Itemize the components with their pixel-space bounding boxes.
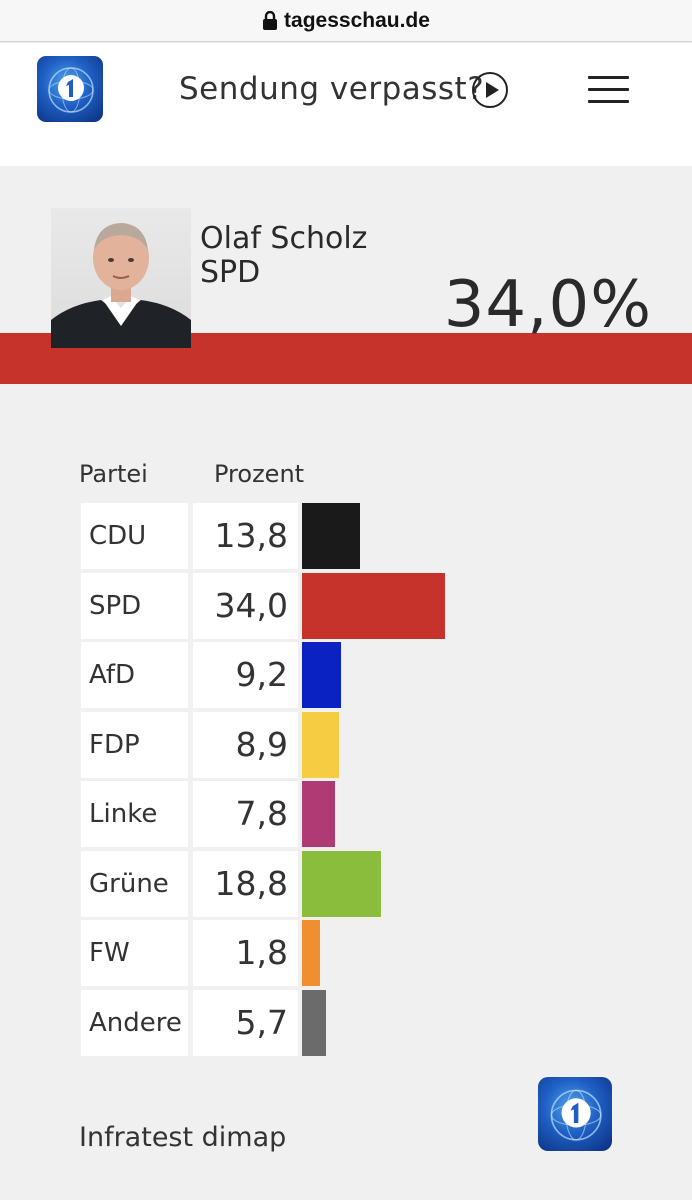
browser-url-bar[interactable]: tagesschau.de bbox=[0, 0, 692, 42]
table-row: SPD 34,0 bbox=[0, 572, 692, 639]
column-header-percent: Prozent bbox=[214, 460, 305, 488]
lock-icon bbox=[263, 10, 278, 30]
party-name: SPD bbox=[81, 572, 188, 639]
tagesschau-logo-icon[interactable] bbox=[37, 56, 103, 122]
party-bar bbox=[302, 711, 340, 778]
party-name: CDU bbox=[81, 503, 188, 569]
party-percent: 9,2 bbox=[193, 642, 298, 708]
party-bar bbox=[302, 781, 335, 847]
party-name: FW bbox=[81, 920, 188, 986]
table-row: FW 1,8 bbox=[0, 920, 692, 986]
table-row: Grüne 18,8 bbox=[0, 850, 692, 917]
party-percent: 7,8 bbox=[193, 781, 298, 847]
candidate-photo bbox=[51, 208, 191, 348]
party-percent: 1,8 bbox=[193, 920, 298, 986]
source-label: Infratest dimap bbox=[79, 1122, 287, 1153]
party-percent: 34,0 bbox=[193, 572, 298, 639]
play-icon[interactable] bbox=[472, 72, 508, 108]
party-bar bbox=[302, 572, 445, 639]
column-header-party: Partei bbox=[79, 460, 148, 488]
tagesschau-logo-icon bbox=[538, 1077, 612, 1151]
party-bar bbox=[302, 850, 382, 917]
sendung-verpasst-link[interactable]: Sendung verpasst? bbox=[179, 71, 485, 107]
candidate-percent: 34,0% bbox=[443, 268, 652, 342]
party-bar bbox=[302, 989, 326, 1056]
party-name: Linke bbox=[81, 781, 188, 847]
party-percent: 13,8 bbox=[193, 503, 298, 569]
hamburger-menu-icon[interactable] bbox=[588, 76, 629, 104]
party-percent: 18,8 bbox=[193, 850, 298, 917]
table-row: FDP 8,9 bbox=[0, 711, 692, 778]
site-header: Sendung verpasst? bbox=[0, 43, 692, 138]
party-name: FDP bbox=[81, 711, 188, 778]
party-percent: 8,9 bbox=[193, 711, 298, 778]
party-bar bbox=[302, 503, 361, 569]
candidate-party: SPD bbox=[200, 255, 261, 290]
url-display[interactable]: tagesschau.de bbox=[262, 9, 430, 33]
table-row: Andere 5,7 bbox=[0, 989, 692, 1056]
table-row: Linke 7,8 bbox=[0, 781, 692, 847]
candidate-name: Olaf Scholz bbox=[200, 221, 368, 256]
party-name: AfD bbox=[81, 642, 188, 708]
party-name: Grüne bbox=[81, 850, 188, 917]
party-bar bbox=[302, 642, 341, 708]
table-row: AfD 9,2 bbox=[0, 642, 692, 708]
party-name: Andere bbox=[81, 989, 188, 1056]
party-bar bbox=[302, 920, 320, 986]
header-spacer bbox=[0, 138, 692, 166]
party-percent: 5,7 bbox=[193, 989, 298, 1056]
url-text: tagesschau.de bbox=[284, 8, 430, 32]
table-row: CDU 13,8 bbox=[0, 503, 692, 569]
